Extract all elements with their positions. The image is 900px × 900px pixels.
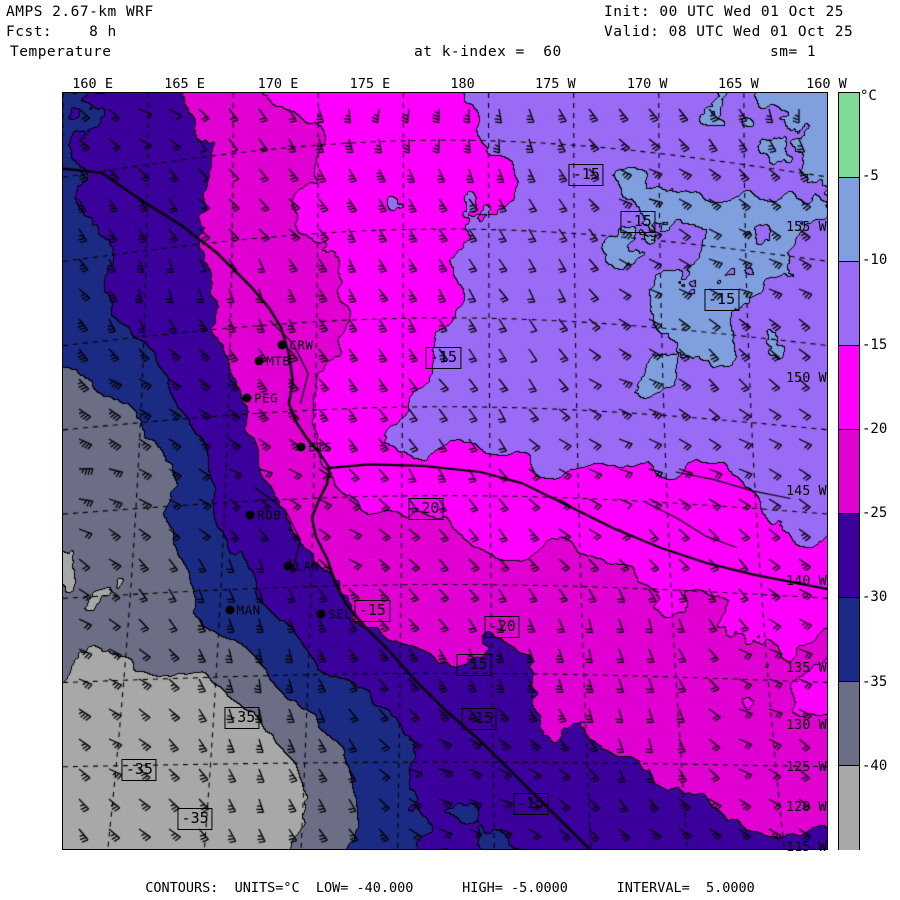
station-marker-bis[interactable] (296, 442, 306, 452)
temperature-field-raster (63, 93, 827, 849)
colorbar-band--30[interactable] (839, 597, 859, 682)
forecast-hour: Fcst: 8 h (6, 24, 117, 40)
contour-label-neg15: -15 (513, 792, 549, 815)
colorbar-band--10[interactable] (839, 261, 859, 346)
x-tick-label-1: 165 E (164, 76, 205, 92)
init-time: Init: 00 UTC Wed 01 Oct 25 (604, 4, 844, 20)
y-tick-label-5: 130 W (786, 716, 827, 733)
x-tick-label-5: 175 W (534, 76, 576, 92)
contour-label-neg15: -15 (354, 599, 390, 622)
y-tick-label-2: 145 W (786, 482, 827, 499)
y-tick-label-3: 140 W (786, 572, 827, 589)
colorbar-band-0[interactable] (839, 93, 859, 177)
y-tick-label-8: 115 W (786, 838, 827, 855)
y-tick-label-1: 150 W (786, 369, 827, 386)
station-label-peg: PEG (254, 390, 279, 406)
station-marker-mtb[interactable] (254, 356, 264, 366)
contour-info-footer: CONTOURS: UNITS=°C LOW= -40.000 HIGH= -5… (145, 880, 755, 896)
station-label-sel: SEL (328, 606, 353, 622)
colorbar-band--25[interactable] (839, 513, 859, 598)
x-tick-label-2: 170 E (257, 76, 299, 92)
x-tick-label-3: 175 E (349, 76, 391, 92)
contour-label-layer: -15 -15 -15 -15 -20 -15 -20 -15 -15 -15 -35 -35 -35 (63, 93, 827, 849)
station-label-man: MAN (236, 602, 261, 618)
contour-label-neg15: -15 (456, 654, 492, 677)
model-title: AMPS 2.67-km WRF (6, 4, 154, 20)
colorbar-band--35[interactable] (839, 681, 859, 766)
contour-label-neg35: -35 (224, 707, 260, 730)
valid-time: Valid: 08 UTC Wed 01 Oct 25 (604, 24, 854, 40)
station-marker-sel[interactable] (316, 609, 326, 619)
contour-label-neg15: -15 (461, 707, 497, 730)
station-marker-crw[interactable] (277, 340, 287, 350)
colorbar-band--5[interactable] (839, 177, 859, 262)
colorbar-tick--30: -30 (862, 589, 888, 606)
k-index-label: at k-index = 60 (414, 44, 562, 60)
x-tick-label-4: 180 (450, 76, 475, 92)
station-label-bis: BIS (308, 439, 333, 455)
y-tick-label-4: 135 W (786, 660, 827, 677)
y-tick-label-6: 125 W (786, 758, 827, 775)
station-marker-layer: CRW MTB PEG BIS ROB LAN MAN SEL (63, 93, 827, 849)
colorbar-tick--35: -35 (862, 673, 888, 690)
contour-label-neg15: -15 (425, 346, 462, 369)
colorbar-units-label: °C (860, 88, 877, 104)
right-longitude-axis: 155 W 150 W 145 W 140 W 135 W 130 W 125 W 120 W… (786, 92, 840, 855)
y-tick-label-7: 120 W (786, 798, 827, 815)
station-label-rob: ROB (257, 507, 282, 523)
x-tick-label-0: 160 E (72, 76, 113, 92)
contour-label-neg15: -15 (704, 289, 740, 312)
station-marker-man[interactable] (225, 605, 235, 615)
contour-label-neg20: -20 (484, 615, 520, 638)
colorbar-tick--5: -5 (862, 168, 879, 185)
map-plot-area[interactable]: -15 -15 -15 -15 -20 -15 -20 -15 -15 -15 -35 -35 -35 … (62, 92, 828, 850)
x-tick-label-6: 170 W (626, 76, 668, 92)
contour-label-neg35: -35 (121, 759, 157, 782)
contour-label-neg15: -15 (620, 210, 656, 233)
y-tick-label-0: 155 W (786, 218, 827, 235)
station-marker-rob[interactable] (245, 510, 255, 520)
station-marker-lan[interactable] (283, 561, 293, 571)
station-marker-peg[interactable] (242, 393, 252, 403)
x-tick-label-7: 165 W (718, 76, 759, 92)
x-tick-label-8: 160 W (806, 76, 847, 92)
temperature-colorbar[interactable] (838, 92, 860, 850)
field-name: Temperature (10, 44, 112, 60)
station-label-crw: CRW (289, 337, 314, 353)
contour-label-neg20: -20 (408, 497, 444, 520)
colorbar-band--40[interactable] (839, 765, 859, 850)
colorbar-tick--20: -20 (862, 420, 888, 437)
station-label-lan: LAN (295, 558, 320, 574)
top-longitude-axis: 160 E 165 E 170 E 175 E 180 175 W 170 W 165 W 16… (62, 76, 846, 94)
contour-label-neg35: -35 (177, 807, 213, 830)
colorbar-tick--25: -25 (862, 505, 888, 522)
colorbar-tick-labels: -5 -10 -15 -20 -25 -30 -35 -40 (862, 92, 900, 850)
colorbar-tick--40: -40 (862, 757, 888, 774)
station-label-mtb: MTB (266, 353, 291, 369)
colorbar-band--15[interactable] (839, 345, 859, 430)
smoothing-label: sm= 1 (770, 44, 817, 60)
colorbar-band--20[interactable] (839, 429, 859, 514)
contour-label-neg15: -15 (568, 164, 604, 187)
colorbar-tick--15: -15 (862, 336, 888, 353)
colorbar-tick--10: -10 (862, 252, 888, 269)
